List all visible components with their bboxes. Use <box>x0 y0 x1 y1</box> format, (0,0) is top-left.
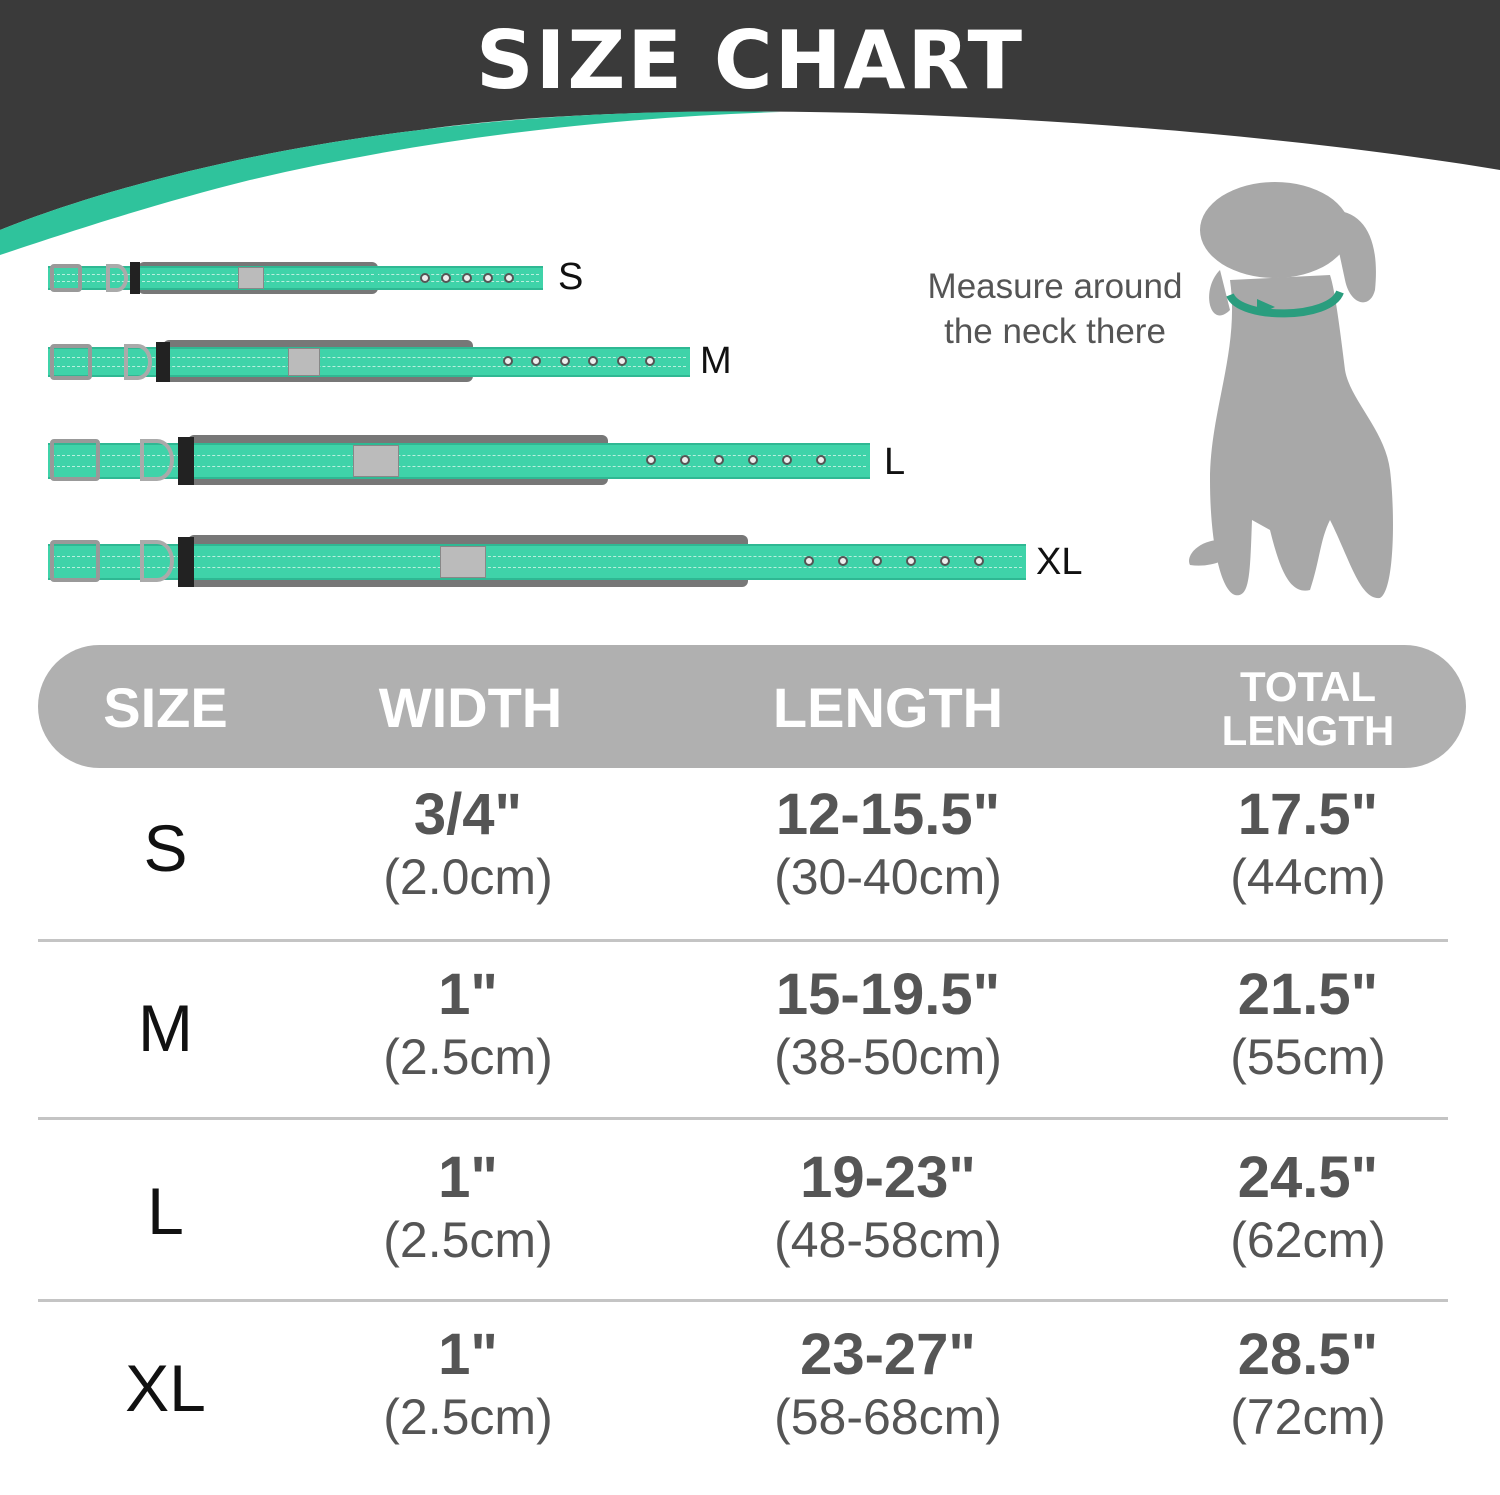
width-cell: 1" (2.5cm) <box>338 1323 598 1447</box>
width-cm: (2.5cm) <box>383 1389 553 1445</box>
length-in: 23-27" <box>800 1322 976 1387</box>
width-cell: 3/4" (2.0cm) <box>338 783 598 907</box>
row-divider <box>38 939 1448 942</box>
width-cm: (2.5cm) <box>383 1029 553 1085</box>
collar-hole <box>748 455 758 465</box>
width-cm: (2.0cm) <box>383 849 553 905</box>
total-cell: 21.5" (55cm) <box>1198 963 1418 1087</box>
header-total-length: TOTAL LENGTH <box>1198 665 1418 753</box>
collar-label: S <box>558 256 584 298</box>
collar-hole <box>816 455 826 465</box>
width-in: 3/4" <box>413 782 523 847</box>
length-in: 12-15.5" <box>775 782 1001 847</box>
width-in: 1" <box>438 1322 498 1387</box>
total-in: 21.5" <box>1237 962 1379 1027</box>
collar-hole <box>646 455 656 465</box>
collar-hole <box>504 273 514 283</box>
logo-tag <box>440 546 486 578</box>
header-banner <box>0 0 1500 255</box>
total-cm: (44cm) <box>1230 849 1386 905</box>
header-length: LENGTH <box>772 676 1004 739</box>
collar-hole <box>714 455 724 465</box>
dog-silhouette-icon <box>1189 182 1393 599</box>
collar-hole <box>838 556 848 566</box>
width-cm: (2.5cm) <box>383 1212 553 1268</box>
length-cm: (38-50cm) <box>774 1029 1002 1085</box>
collar-hole <box>906 556 916 566</box>
length-cm: (58-68cm) <box>774 1389 1002 1445</box>
width-cell: 1" (2.5cm) <box>338 963 598 1087</box>
collar-label: L <box>884 441 906 483</box>
total-cm: (55cm) <box>1230 1029 1386 1085</box>
table-header: SIZE WIDTH LENGTH TOTAL LENGTH <box>38 645 1466 768</box>
width-in: 1" <box>438 962 498 1027</box>
collar-hole <box>680 455 690 465</box>
collar-hole <box>616 356 627 366</box>
length-cell: 23-27" (58-68cm) <box>738 1323 1038 1447</box>
collar-hole <box>559 356 570 366</box>
collar-label: M <box>700 340 732 382</box>
total-in: 28.5" <box>1237 1322 1379 1387</box>
header-width: WIDTH <box>378 676 563 739</box>
logo-tag <box>353 445 399 477</box>
length-cell: 15-19.5" (38-50cm) <box>738 963 1038 1087</box>
length-cell: 19-23" (48-58cm) <box>738 1146 1038 1270</box>
width-in: 1" <box>438 1145 498 1210</box>
page-title: SIZE CHART <box>475 14 1025 107</box>
total-cell: 28.5" (72cm) <box>1198 1323 1418 1447</box>
length-cell: 12-15.5" (30-40cm) <box>738 783 1038 907</box>
logo-tag <box>238 267 264 289</box>
collar-hole <box>974 556 984 566</box>
row-divider <box>38 1117 1448 1120</box>
header-total-line1: TOTAL <box>1239 663 1377 710</box>
size-cell: XL <box>125 1351 206 1425</box>
size-cell: M <box>138 991 193 1065</box>
total-in: 24.5" <box>1237 1145 1379 1210</box>
table-row: M 1" (2.5cm) 15-19.5" (38-50cm) 21.5" (55cm… <box>38 955 1448 1135</box>
table-row: S 3/4" (2.0cm) 12-15.5" (30-40cm) 17.5" (44… <box>38 775 1448 955</box>
row-divider <box>38 1299 1448 1302</box>
collar-hole <box>531 356 542 366</box>
total-cm: (72cm) <box>1230 1389 1386 1445</box>
length-cm: (48-58cm) <box>774 1212 1002 1268</box>
collar-hole <box>872 556 882 566</box>
logo-tag <box>288 348 320 376</box>
width-cell: 1" (2.5cm) <box>338 1146 598 1270</box>
length-in: 19-23" <box>800 1145 976 1210</box>
total-cell: 17.5" (44cm) <box>1198 783 1418 907</box>
collar-hole <box>588 356 599 366</box>
measure-note: Measure around the neck there <box>900 264 1210 354</box>
size-cell: L <box>147 1174 184 1248</box>
collar-hole <box>644 356 655 366</box>
total-in: 17.5" <box>1237 782 1379 847</box>
collar-hole <box>940 556 950 566</box>
header-total-line2: LENGTH <box>1221 707 1395 754</box>
table-row: XL 1" (2.5cm) 23-27" (58-68cm) 28.5" (72cm) <box>38 1315 1448 1495</box>
collar-hole <box>782 455 792 465</box>
length-in: 15-19.5" <box>775 962 1001 1027</box>
collar-hole <box>462 273 472 283</box>
collar-hole <box>804 556 814 566</box>
total-cell: 24.5" (62cm) <box>1198 1146 1418 1270</box>
measure-note-line1: Measure around <box>927 267 1183 306</box>
measure-note-line2: the neck there <box>944 312 1166 351</box>
collar-label: XL <box>1036 541 1083 583</box>
collar-hole <box>420 273 430 283</box>
total-cm: (62cm) <box>1230 1212 1386 1268</box>
header-size: SIZE <box>103 676 228 739</box>
table-row: L 1" (2.5cm) 19-23" (48-58cm) 24.5" (62cm) <box>38 1138 1448 1318</box>
collar-hole <box>483 273 493 283</box>
size-cell: S <box>143 811 188 885</box>
collar-hole <box>441 273 451 283</box>
collar-hole <box>503 356 513 366</box>
length-cm: (30-40cm) <box>774 849 1002 905</box>
